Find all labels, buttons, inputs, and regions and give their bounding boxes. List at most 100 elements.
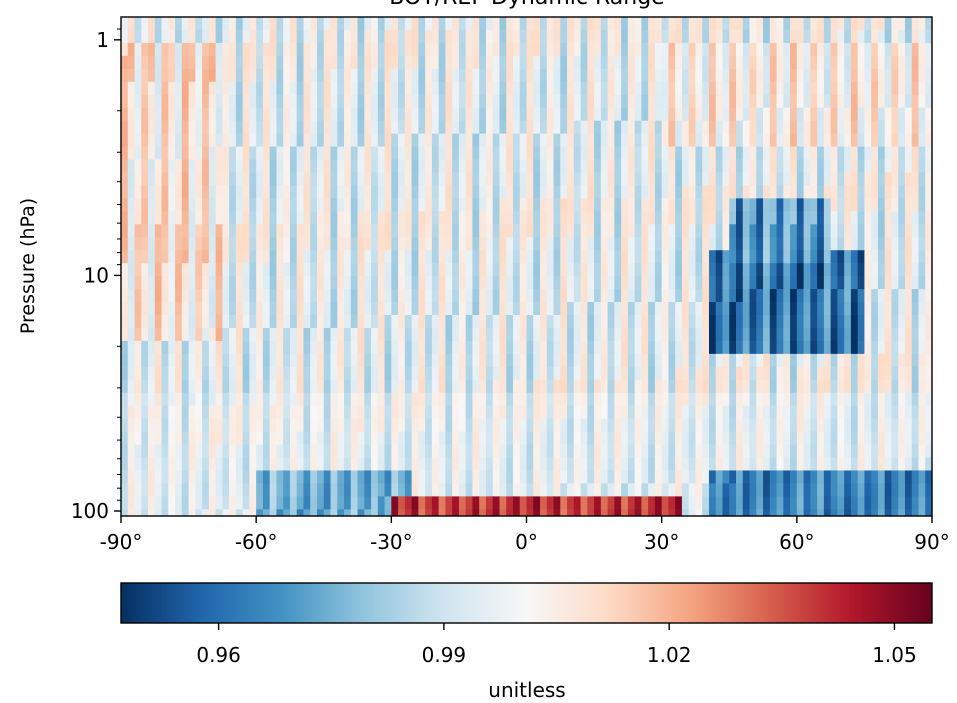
heatmap-cell — [512, 276, 521, 290]
heatmap-cell — [540, 431, 548, 445]
heatmap-cell — [648, 379, 656, 394]
heatmap-cell — [242, 185, 250, 199]
heatmap-cell — [871, 263, 879, 277]
heatmap-cell — [594, 159, 602, 173]
heatmap-cell — [283, 224, 291, 238]
heatmap-cell — [141, 250, 149, 264]
heatmap-cell — [472, 263, 480, 277]
heatmap-cell — [810, 185, 818, 199]
heatmap-cell — [425, 379, 433, 394]
heatmap-cell — [877, 29, 886, 44]
heatmap-cell — [722, 198, 730, 212]
heatmap-cell — [310, 379, 318, 394]
heatmap-cell — [256, 133, 264, 147]
heatmap-cell — [918, 198, 926, 212]
heatmap-cell — [763, 392, 771, 407]
heatmap-cell — [188, 107, 196, 122]
heatmap-cell — [823, 392, 832, 407]
heatmap-cell — [573, 107, 581, 122]
heatmap-cell — [587, 81, 595, 96]
heatmap-cell — [736, 509, 744, 516]
heatmap-cell — [303, 159, 311, 173]
heatmap-cell — [823, 29, 832, 44]
heatmap-cell — [431, 366, 440, 381]
heatmap-cell — [810, 509, 818, 516]
heatmap-cell — [594, 379, 602, 394]
heatmap-cell — [533, 17, 541, 31]
heatmap-cell — [587, 431, 595, 445]
heatmap-cell — [512, 198, 521, 212]
heatmap-cell — [560, 379, 568, 394]
heatmap-cell — [600, 237, 608, 251]
heatmap-cell — [830, 172, 838, 186]
heatmap-cell — [229, 483, 237, 497]
heatmap-cell — [303, 276, 311, 290]
heatmap-cell — [262, 250, 271, 264]
heatmap-cell — [918, 289, 926, 303]
heatmap-cell — [418, 418, 426, 433]
heatmap-cell — [154, 340, 162, 355]
heatmap-cell — [540, 289, 548, 303]
heatmap-cell — [350, 42, 358, 57]
heatmap-cell — [587, 159, 595, 173]
heatmap-cell — [634, 340, 642, 355]
heatmap-cell — [817, 146, 825, 160]
heatmap-cell — [262, 120, 271, 135]
heatmap-cell — [465, 29, 473, 44]
heatmap-cell — [276, 457, 284, 471]
heatmap-cell — [148, 470, 156, 484]
heatmap-cell — [121, 42, 129, 57]
heatmap-cell — [222, 237, 230, 251]
heatmap-cell — [458, 509, 467, 516]
heatmap-cell — [573, 340, 581, 355]
heatmap-cell — [371, 198, 379, 212]
heatmap-cell — [641, 457, 649, 471]
heatmap-cell — [141, 185, 149, 199]
heatmap-cell — [229, 366, 237, 381]
heatmap-cell — [580, 211, 588, 225]
heatmap-cell — [742, 146, 750, 160]
heatmap-cell — [621, 483, 629, 497]
heatmap-cell — [715, 444, 723, 458]
heatmap-cell — [418, 107, 426, 122]
heatmap-cell — [425, 496, 433, 510]
heatmap-cell — [621, 42, 629, 57]
heatmap-cell — [708, 146, 717, 160]
heatmap-cell — [763, 263, 771, 277]
heatmap-cell — [546, 81, 554, 96]
heatmap-cell — [830, 42, 838, 57]
heatmap-cell — [560, 431, 568, 445]
heatmap-cell — [425, 107, 433, 122]
heatmap-cell — [675, 496, 683, 510]
heatmap-cell — [877, 250, 886, 264]
heatmap-cell — [621, 94, 629, 109]
heatmap-cell — [850, 159, 859, 173]
heatmap-cell — [229, 379, 237, 394]
heatmap-cell — [756, 431, 764, 445]
heatmap-cell — [533, 392, 541, 407]
heatmap-cell — [188, 366, 196, 381]
heatmap-cell — [458, 470, 467, 484]
heatmap-cell — [830, 405, 838, 420]
heatmap-cell — [850, 55, 859, 70]
heatmap-cell — [256, 457, 264, 471]
heatmap-cell — [790, 418, 798, 433]
heatmap-cell — [411, 107, 419, 122]
heatmap-cell — [864, 224, 872, 238]
heatmap-cell — [465, 379, 473, 394]
heatmap-cell — [485, 353, 494, 368]
heatmap-cell — [553, 496, 561, 510]
heatmap-cell — [573, 276, 581, 290]
heatmap-cell — [458, 198, 467, 212]
heatmap-cell — [431, 224, 440, 238]
heatmap-cell — [749, 81, 757, 96]
heatmap-cell — [722, 470, 730, 484]
heatmap-cell — [742, 17, 750, 31]
heatmap-cell — [600, 81, 608, 96]
heatmap-cell — [127, 470, 135, 484]
heatmap-cell — [215, 366, 223, 381]
heatmap-cell — [600, 483, 608, 497]
heatmap-cell — [783, 172, 791, 186]
heatmap-cell — [175, 42, 183, 57]
heatmap-cell — [141, 366, 149, 381]
